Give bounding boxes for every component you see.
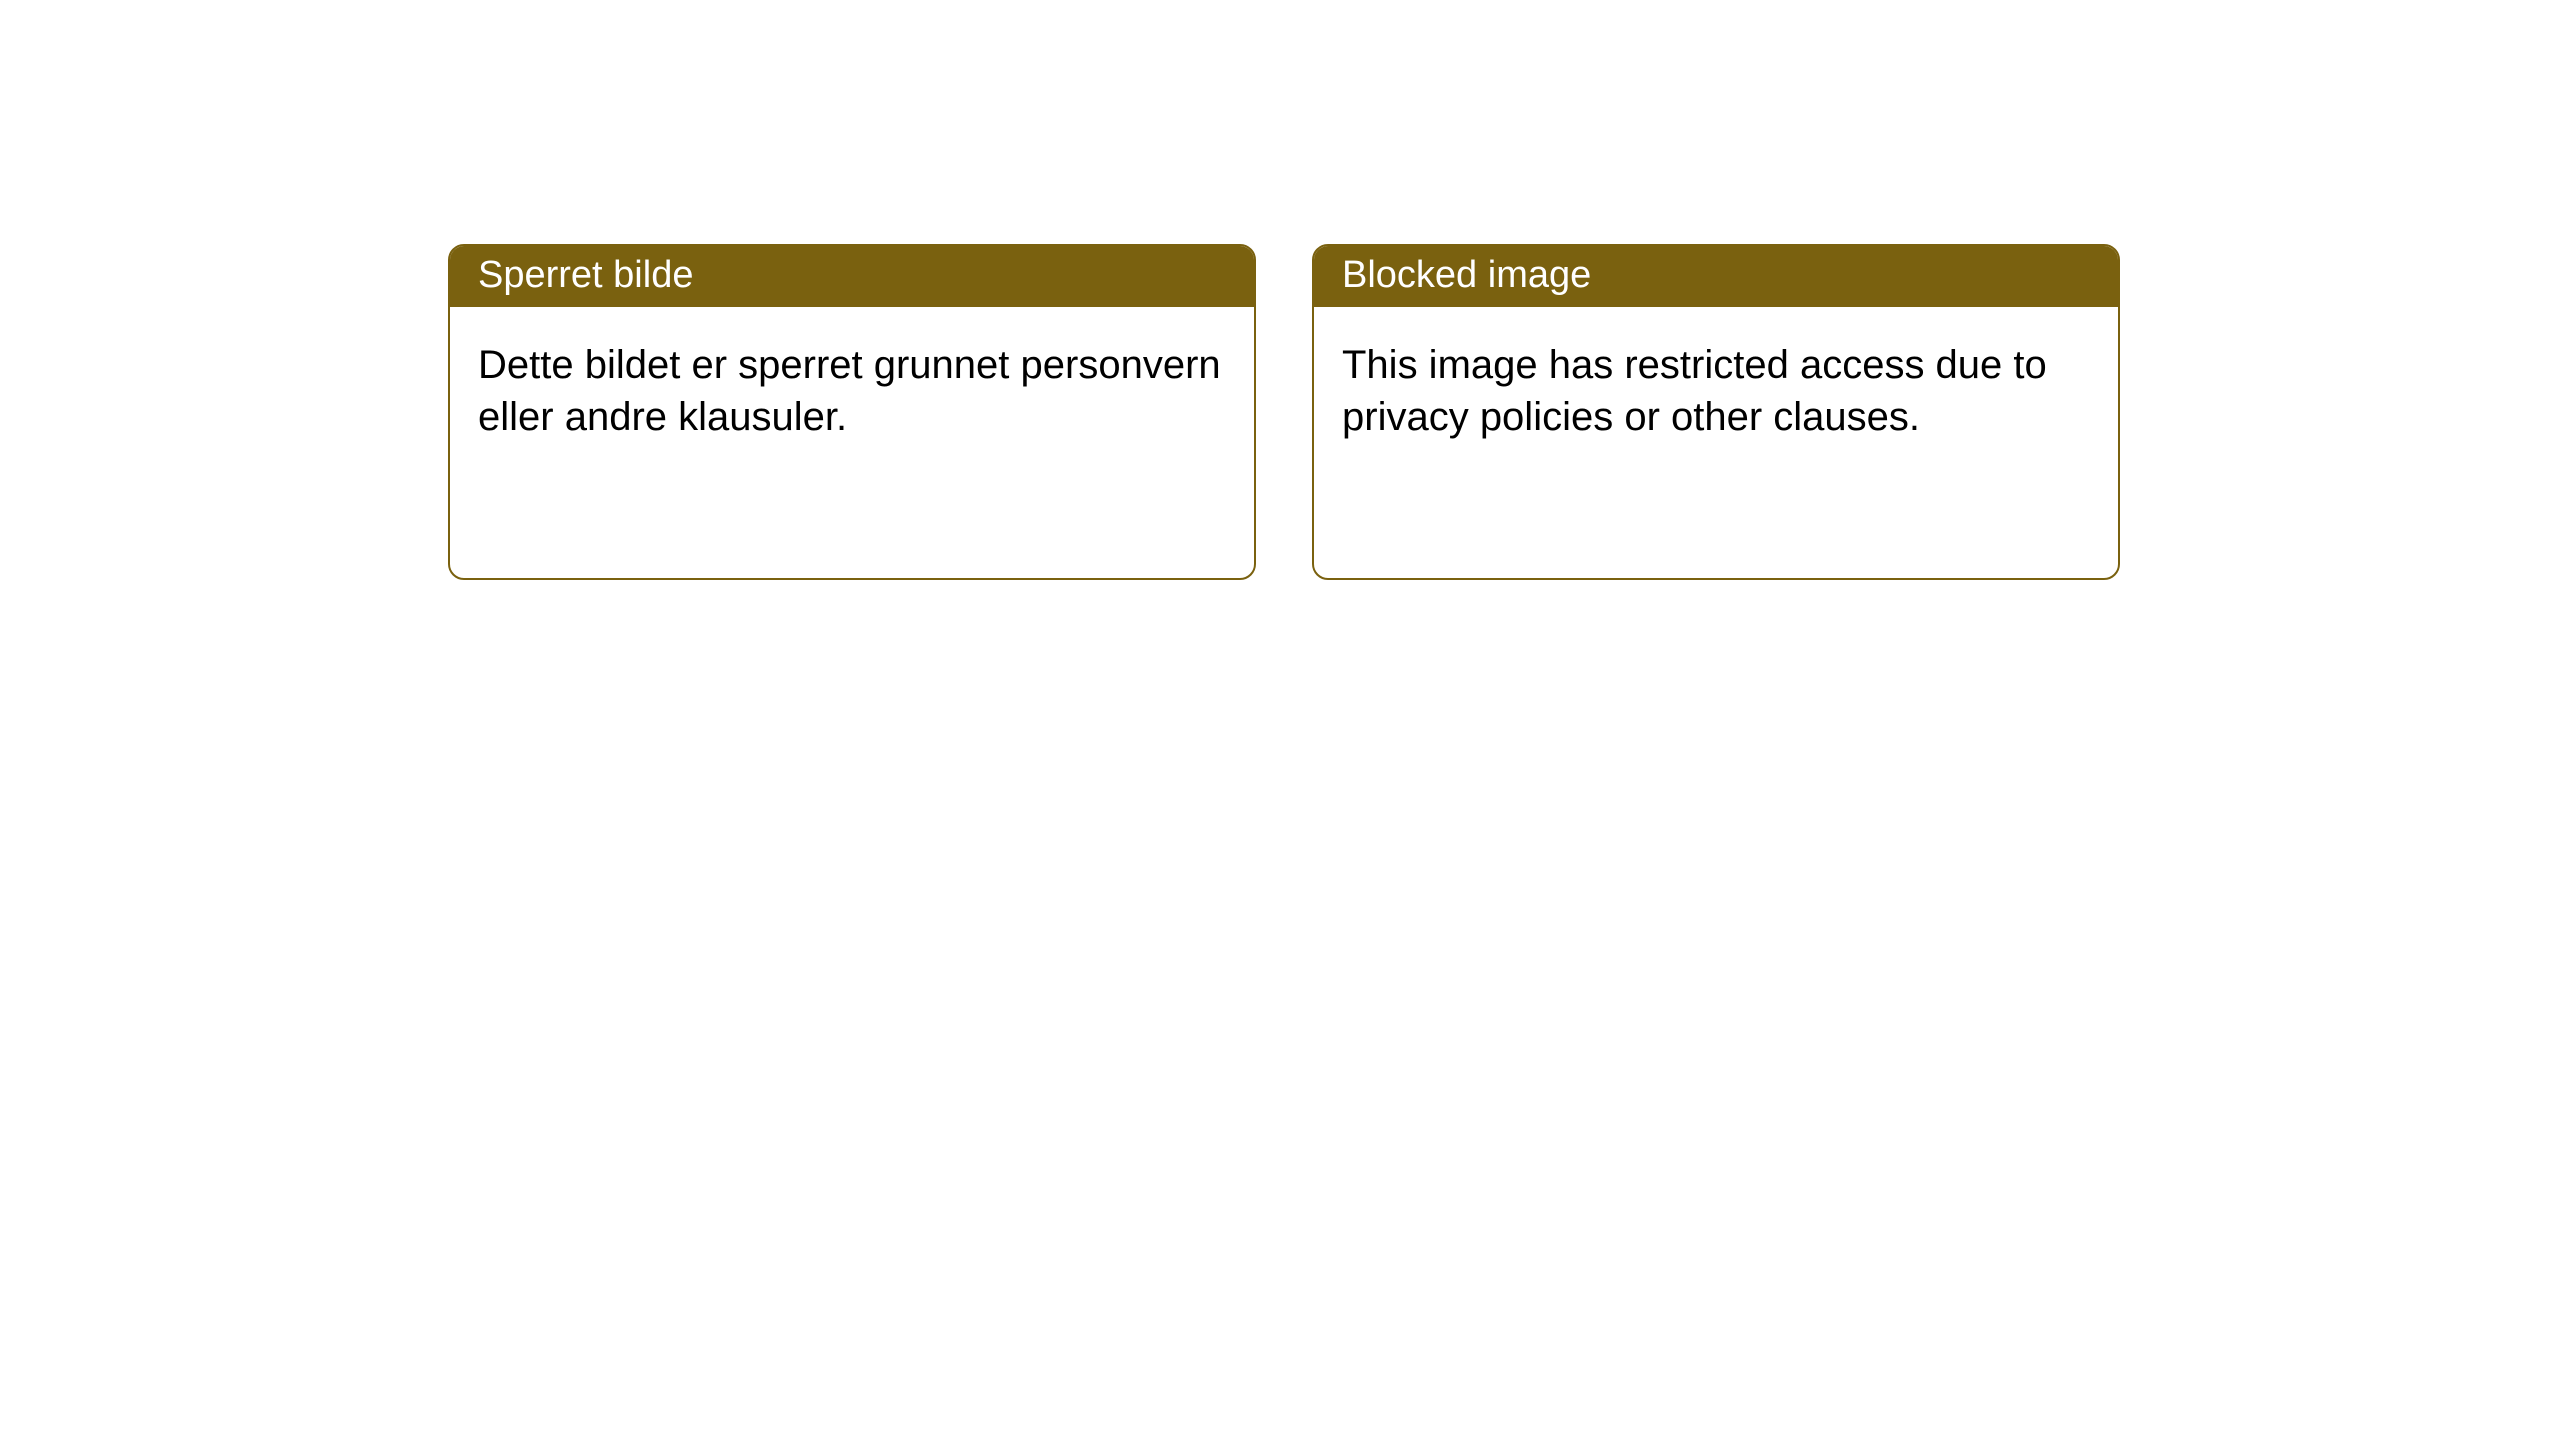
notice-title: Sperret bilde [478,254,693,296]
notice-title: Blocked image [1342,254,1591,296]
notice-container: Sperret bilde Dette bildet er sperret gr… [0,0,2560,580]
notice-body-text: This image has restricted access due to … [1342,343,2047,439]
notice-header: Sperret bilde [450,246,1254,307]
notice-body-text: Dette bildet er sperret grunnet personve… [478,343,1221,439]
notice-body: Dette bildet er sperret grunnet personve… [450,307,1254,475]
notice-body: This image has restricted access due to … [1314,307,2118,475]
notice-card-norwegian: Sperret bilde Dette bildet er sperret gr… [448,244,1256,580]
notice-header: Blocked image [1314,246,2118,307]
notice-card-english: Blocked image This image has restricted … [1312,244,2120,580]
